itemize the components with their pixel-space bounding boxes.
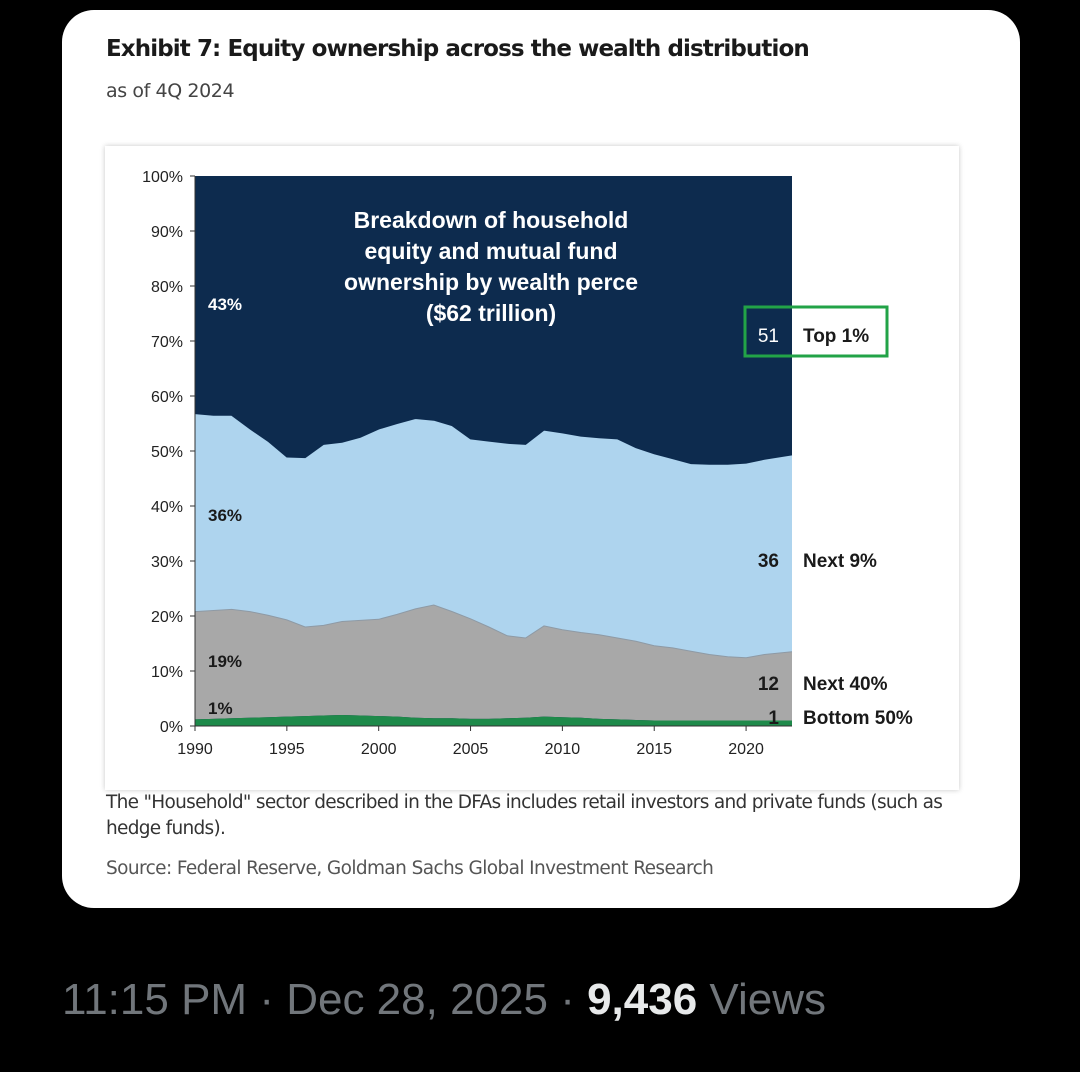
y-tick-label: 10% bbox=[151, 664, 183, 681]
x-tick-label: 2010 bbox=[545, 741, 581, 758]
post-date: Dec 28, 2025 bbox=[286, 975, 548, 1024]
start-label: 19% bbox=[208, 652, 242, 671]
series-boundary-line bbox=[194, 413, 793, 465]
end-series-label: Bottom 50% bbox=[803, 708, 913, 729]
series-boundary-line bbox=[194, 604, 793, 659]
start-label: 43% bbox=[208, 295, 242, 314]
exhibit-subtitle: as of 4Q 2024 bbox=[106, 80, 235, 102]
start-label: 1% bbox=[208, 699, 233, 718]
chart-footnote: The "Household" sector described in the … bbox=[106, 792, 943, 839]
post-metadata: 11:15 PM · Dec 28, 2025 · 9,436 Views bbox=[62, 975, 826, 1025]
x-tick-label: 2015 bbox=[636, 741, 672, 758]
end-series-label: Next 40% bbox=[803, 674, 888, 695]
views-label: Views bbox=[709, 975, 826, 1024]
y-tick-label: 40% bbox=[151, 499, 183, 516]
y-tick-label: 60% bbox=[151, 389, 183, 406]
x-tick-label: 2020 bbox=[728, 741, 764, 758]
y-tick-label: 20% bbox=[151, 609, 183, 626]
x-tick-label: 1995 bbox=[269, 741, 305, 758]
end-series-label: Next 9% bbox=[803, 551, 877, 572]
y-tick-label: 70% bbox=[151, 334, 183, 351]
y-tick-label: 0% bbox=[160, 719, 183, 736]
y-tick-label: 90% bbox=[151, 224, 183, 241]
area-bottom-50-percent bbox=[195, 715, 792, 726]
views-count[interactable]: 9,436 bbox=[587, 975, 698, 1024]
y-tick-label: 80% bbox=[151, 279, 183, 296]
post-time: 11:15 PM bbox=[62, 975, 248, 1024]
meta-separator: · bbox=[259, 975, 274, 1024]
start-label: 36% bbox=[208, 506, 242, 525]
end-value-label: 12 bbox=[758, 674, 779, 695]
x-tick-label: 1990 bbox=[177, 741, 213, 758]
highlight-box bbox=[743, 305, 889, 358]
stacked-area-chart: 0% 10% 20% 30% 40% 50% 60% 70% 80% 90% 100% 1990 199… bbox=[142, 169, 913, 758]
chart-annotation-line: Breakdown of household bbox=[354, 207, 629, 233]
chart-annotation-line: ownership by wealth perce bbox=[344, 269, 638, 295]
exhibit-title: Exhibit 7: Equity ownership across the w… bbox=[106, 36, 810, 62]
area-next-40-percent bbox=[195, 605, 792, 721]
area-next-9-percent bbox=[195, 413, 792, 658]
x-tick-label: 2000 bbox=[361, 741, 397, 758]
y-tick-label: 30% bbox=[151, 554, 183, 571]
post-image-card[interactable]: Exhibit 7: Equity ownership across the w… bbox=[62, 10, 1020, 908]
meta-separator: · bbox=[560, 975, 575, 1024]
chart-annotation-line: equity and mutual fund bbox=[365, 238, 618, 264]
y-tick-label: 50% bbox=[151, 444, 183, 461]
chart-annotation-line: ($62 trillion) bbox=[426, 300, 556, 326]
end-value-label: 51 bbox=[758, 326, 779, 347]
chart-frame: 0% 10% 20% 30% 40% 50% 60% 70% 80% 90% 100% 1990 199… bbox=[105, 146, 959, 790]
end-series-label: Top 1% bbox=[803, 326, 869, 347]
x-tick-label: 2005 bbox=[453, 741, 489, 758]
end-value-label: 36 bbox=[758, 551, 779, 572]
end-value-label: 1 bbox=[768, 708, 779, 729]
y-tick-label: 100% bbox=[142, 169, 183, 186]
chart-source: Source: Federal Reserve, Goldman Sachs G… bbox=[106, 858, 714, 879]
